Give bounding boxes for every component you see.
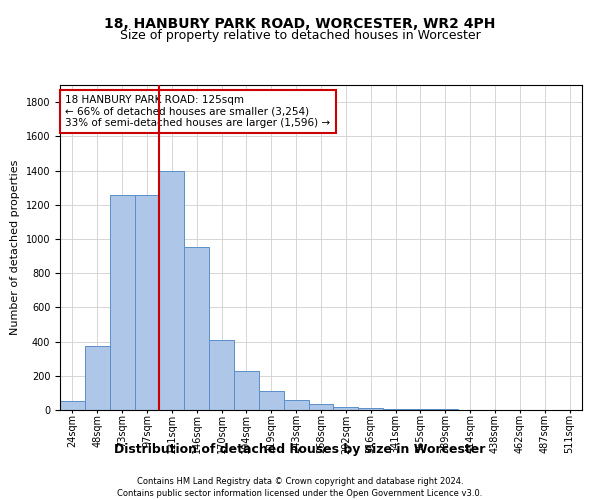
Bar <box>110 196 134 410</box>
Text: 18, HANBURY PARK ROAD, WORCESTER, WR2 4PH: 18, HANBURY PARK ROAD, WORCESTER, WR2 4P… <box>104 18 496 32</box>
Bar <box>85 346 110 410</box>
Bar <box>160 170 184 410</box>
Bar <box>209 340 234 410</box>
Bar <box>60 402 85 410</box>
Bar <box>184 248 209 410</box>
Text: Contains public sector information licensed under the Open Government Licence v3: Contains public sector information licen… <box>118 489 482 498</box>
Bar <box>334 408 358 410</box>
Text: Size of property relative to detached houses in Worcester: Size of property relative to detached ho… <box>119 29 481 42</box>
Text: Distribution of detached houses by size in Worcester: Distribution of detached houses by size … <box>115 442 485 456</box>
Bar <box>234 370 259 410</box>
Y-axis label: Number of detached properties: Number of detached properties <box>10 160 20 335</box>
Bar <box>358 408 383 410</box>
Bar <box>308 404 334 410</box>
Bar <box>284 400 308 410</box>
Bar <box>259 391 284 410</box>
Bar <box>408 409 433 410</box>
Bar <box>134 196 160 410</box>
Bar <box>383 408 408 410</box>
Text: 18 HANBURY PARK ROAD: 125sqm
← 66% of detached houses are smaller (3,254)
33% of: 18 HANBURY PARK ROAD: 125sqm ← 66% of de… <box>65 94 331 128</box>
Text: Contains HM Land Registry data © Crown copyright and database right 2024.: Contains HM Land Registry data © Crown c… <box>137 478 463 486</box>
